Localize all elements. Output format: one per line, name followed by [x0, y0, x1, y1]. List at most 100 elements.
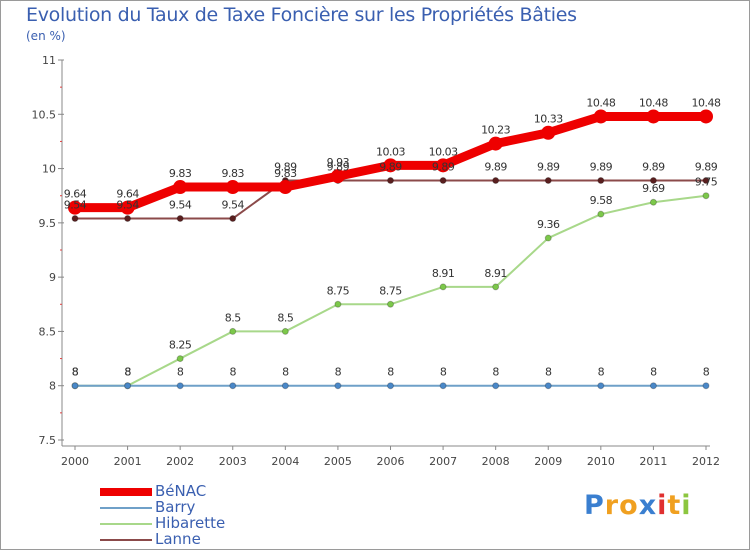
logo-letter: x	[638, 490, 658, 521]
data-label: 9.64	[116, 188, 139, 201]
legend-item-lanne: Lanne	[100, 530, 300, 548]
data-label: 9.89	[379, 161, 402, 174]
data-point	[281, 382, 289, 390]
data-point	[488, 136, 503, 151]
data-point	[225, 180, 240, 195]
data-label: 9.89	[327, 161, 350, 174]
data-label: 10.23	[481, 124, 510, 137]
data-point	[544, 382, 552, 390]
data-point	[593, 109, 608, 124]
data-point	[702, 192, 710, 200]
data-point	[492, 382, 500, 390]
data-label: 8	[72, 366, 79, 379]
legend-item-hibarette: Hibarette	[100, 514, 300, 532]
logo-letter: P	[584, 490, 605, 521]
logo-letter: t	[667, 490, 682, 521]
data-label: 8.91	[484, 267, 507, 280]
data-label: 8	[230, 366, 237, 379]
data-label: 9.54	[116, 199, 139, 212]
data-label: 8	[492, 366, 499, 379]
data-label: 10.03	[429, 145, 458, 158]
data-label: 8	[598, 366, 605, 379]
chart-legend: BéNAC Barry Hibarette Lanne	[100, 483, 300, 548]
data-point	[492, 283, 500, 291]
data-point	[492, 177, 500, 185]
logo-letter: o	[619, 490, 639, 521]
data-point	[541, 125, 556, 140]
data-label: 8	[650, 366, 657, 379]
data-point	[120, 200, 135, 215]
data-point	[646, 109, 661, 124]
data-label: 8	[124, 366, 131, 379]
legend-swatch-hibarette	[100, 523, 152, 525]
data-point	[278, 180, 293, 195]
data-label: 9.54	[64, 199, 87, 212]
y-tick-label: 8	[49, 380, 56, 393]
data-point	[649, 382, 657, 390]
data-point	[176, 382, 184, 390]
x-tick-label: 2011	[639, 455, 667, 468]
data-point	[702, 177, 710, 185]
x-tick-label: 2007	[429, 455, 457, 468]
legend-label-hibarette: Hibarette	[155, 514, 226, 532]
y-tick-label: 10.5	[32, 108, 57, 121]
data-label: 9.89	[695, 161, 718, 174]
data-label: 10.48	[586, 96, 615, 109]
legend-label-lanne: Lanne	[155, 530, 201, 548]
data-label: 8.75	[327, 284, 350, 297]
data-point	[71, 215, 79, 223]
legend-item-barry: Barry	[100, 499, 300, 516]
data-label: 9.69	[642, 182, 665, 195]
y-tick-label: 9	[49, 271, 56, 284]
data-point	[439, 283, 447, 291]
data-label: 9.89	[590, 161, 613, 174]
data-label: 9.83	[274, 167, 297, 180]
data-label: 8	[545, 366, 552, 379]
data-label: 8	[440, 366, 447, 379]
data-label: 9.58	[590, 194, 613, 207]
data-point	[649, 177, 657, 185]
logo-letter: i	[681, 490, 692, 521]
data-label: 8	[177, 366, 184, 379]
legend-item-benac: BéNAC	[100, 483, 300, 500]
y-tick-label: 8.5	[39, 325, 57, 338]
x-tick-label: 2001	[114, 455, 142, 468]
data-point	[334, 300, 342, 308]
data-label: 9.83	[222, 167, 245, 180]
x-tick-label: 2003	[219, 455, 247, 468]
data-point	[597, 382, 605, 390]
x-tick-label: 2005	[324, 455, 352, 468]
logo-letter: i	[657, 490, 668, 521]
data-point	[124, 215, 132, 223]
y-tick-label: 9.5	[39, 217, 57, 230]
data-point	[439, 382, 447, 390]
data-label: 8.5	[225, 311, 241, 324]
data-label: 8	[282, 366, 289, 379]
data-label: 10.33	[534, 113, 563, 126]
proxiti-logo: Proxiti	[584, 490, 692, 521]
data-label: 8	[335, 366, 342, 379]
data-point	[229, 327, 237, 335]
chart-title: Evolution du Taux de Taxe Foncière sur l…	[26, 4, 577, 26]
y-tick-label: 11	[42, 54, 56, 67]
data-point	[173, 180, 188, 195]
legend-swatch-benac	[100, 488, 152, 496]
data-point	[649, 198, 657, 206]
data-label: 9.75	[695, 176, 718, 189]
y-tick-label: 7.5	[39, 434, 57, 447]
data-label: 8	[703, 366, 710, 379]
logo-letter: r	[604, 490, 620, 521]
data-point	[330, 169, 345, 184]
data-label: 8	[72, 366, 79, 379]
x-tick-label: 2006	[377, 455, 405, 468]
x-tick-label: 2012	[692, 455, 720, 468]
data-point	[71, 382, 79, 390]
x-tick-label: 2002	[166, 455, 194, 468]
data-point	[439, 177, 447, 185]
data-label: 9.93	[327, 156, 350, 169]
data-label: 8.25	[169, 339, 192, 352]
data-point	[597, 177, 605, 185]
data-point	[544, 234, 552, 242]
